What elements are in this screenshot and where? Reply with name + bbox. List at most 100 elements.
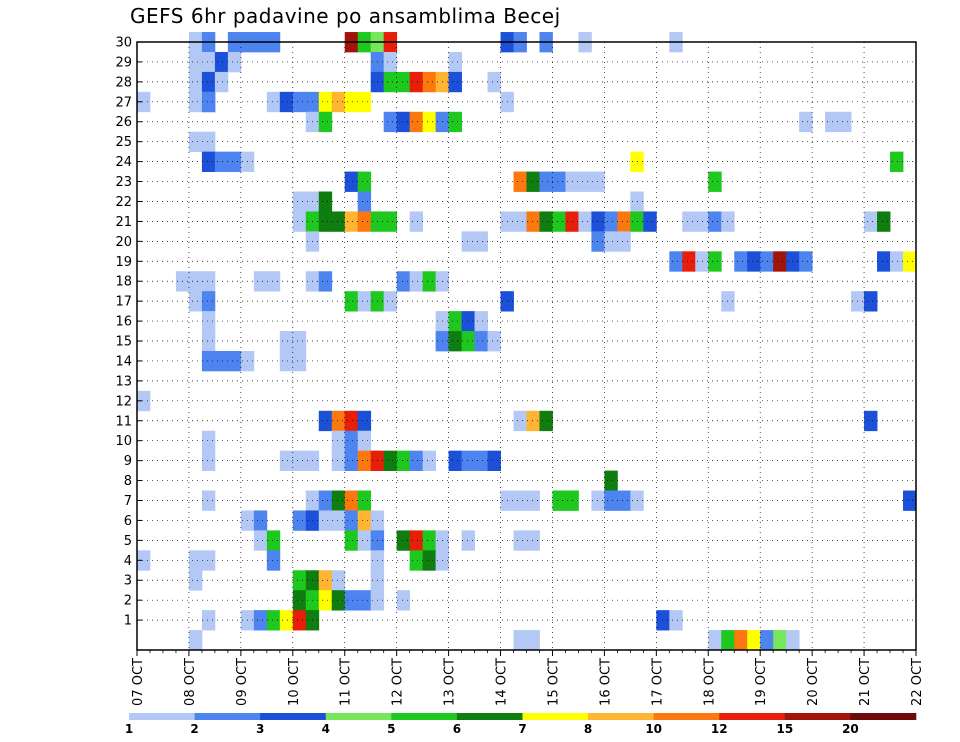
colorbar-label: 10 — [645, 722, 662, 736]
heatmap-cell — [357, 590, 372, 611]
heatmap-cell — [526, 530, 540, 551]
heatmap-cell — [526, 171, 540, 192]
colorbar-swatch — [588, 713, 654, 720]
colorbar-label: 1 — [125, 722, 133, 736]
heatmap-cell — [409, 111, 424, 133]
heatmap-cell — [747, 251, 761, 272]
heatmap-cell — [669, 251, 683, 272]
heatmap-cell — [331, 450, 346, 471]
heatmap-cell — [227, 350, 242, 372]
y-tick-label: 23 — [115, 175, 132, 190]
heatmap-cell — [513, 630, 527, 651]
heatmap-cell — [422, 271, 437, 292]
x-tick-label: 11 OCT — [339, 658, 354, 706]
heatmap-cell — [331, 211, 346, 232]
heatmap-cell — [201, 610, 216, 631]
heatmap-cell — [617, 490, 631, 511]
heatmap-cell — [513, 530, 527, 551]
heatmap-cell — [331, 410, 346, 432]
heatmap-cell — [318, 191, 333, 212]
heatmap-cell — [591, 171, 605, 192]
heatmap-cell — [279, 450, 294, 471]
heatmap-cell — [201, 311, 216, 332]
heatmap-cell — [344, 430, 359, 452]
heatmap-cell — [357, 211, 372, 232]
colorbar-label: 12 — [711, 722, 728, 736]
heatmap-cell — [422, 450, 437, 471]
heatmap-cell — [292, 350, 307, 372]
heatmap-cell — [474, 311, 488, 332]
heatmap-cell — [682, 211, 696, 232]
heatmap-cell — [357, 430, 372, 452]
heatmap-cell — [344, 171, 359, 192]
heatmap-cell — [279, 610, 294, 631]
heatmap-cell — [201, 291, 216, 312]
heatmap-cell — [448, 331, 462, 352]
heatmap-cell — [344, 291, 359, 312]
heatmap-cell — [552, 211, 566, 232]
x-axis: 07 OCT 08 OCT 09 OCT 10 OCT 11 OCT 12 OCT 13 O… — [131, 650, 925, 706]
heatmap-cell — [669, 610, 683, 631]
y-tick-label: 5 — [124, 534, 132, 549]
heatmap-cell — [292, 331, 307, 352]
heatmap-cell — [682, 251, 696, 272]
heatmap-cell — [890, 251, 904, 272]
heatmap-cell — [708, 171, 722, 192]
x-tick-label: 18 OCT — [702, 658, 717, 706]
heatmap-cell — [474, 331, 488, 352]
heatmap-cell — [188, 570, 203, 591]
heatmap-cell — [877, 251, 891, 272]
heatmap-cell — [383, 111, 398, 133]
heatmap-cell — [487, 71, 501, 93]
heatmap-cell — [396, 590, 411, 611]
heatmap-cell — [383, 51, 398, 73]
heatmap-cell — [266, 610, 281, 631]
heatmap-cell — [357, 410, 372, 432]
heatmap-cell — [188, 91, 203, 113]
colorbar-swatch — [784, 713, 851, 720]
heatmap-cell — [799, 111, 813, 133]
heatmap-cell — [487, 450, 501, 471]
heatmap-cell — [292, 91, 307, 113]
y-tick-label: 7 — [124, 494, 132, 509]
heatmap-cell — [253, 510, 268, 531]
heatmap-cell — [422, 111, 437, 133]
heatmap-cell — [474, 450, 488, 471]
heatmap-cell — [188, 271, 203, 292]
x-tick-label: 16 OCT — [598, 658, 613, 706]
x-tick-label: 07 OCT — [131, 658, 146, 706]
heatmap-cell — [552, 490, 566, 511]
y-tick-label: 12 — [115, 394, 132, 409]
y-tick-label: 29 — [115, 55, 132, 70]
heatmap-cell — [760, 630, 774, 651]
heatmap-cell — [487, 331, 501, 352]
heatmap-cell — [357, 291, 372, 312]
heatmap-cell — [188, 71, 203, 93]
heatmap-cell — [604, 470, 618, 491]
x-tick-label: 14 OCT — [495, 658, 510, 706]
colorbar-swatch — [391, 713, 458, 720]
heatmap-cell — [448, 311, 462, 332]
heatmap-cell — [214, 51, 229, 73]
heatmap-cell — [279, 331, 294, 352]
heatmap-cell — [318, 211, 333, 232]
heatmap-cell — [695, 211, 709, 232]
heatmap-cell — [344, 510, 359, 531]
chart-title: GEFS 6hr padavine po ansamblima Becej — [130, 4, 561, 28]
heatmap-cell — [708, 251, 722, 272]
heatmap-cell — [214, 350, 229, 372]
heatmap-cell — [643, 211, 657, 232]
y-tick-label: 27 — [115, 95, 132, 110]
heatmap-cell — [292, 450, 307, 471]
heatmap-cell — [838, 111, 852, 133]
heatmap-cell — [409, 71, 424, 93]
heatmap-cell — [344, 450, 359, 471]
heatmap-cell — [617, 211, 631, 232]
y-tick-label: 2 — [124, 594, 132, 609]
heatmap-cell — [357, 510, 372, 531]
y-tick-label: 14 — [115, 354, 132, 369]
heatmap-cell — [747, 630, 761, 651]
heatmap-cell — [409, 211, 424, 232]
heatmap-cell — [448, 450, 462, 471]
heatmap-cell — [331, 590, 346, 611]
